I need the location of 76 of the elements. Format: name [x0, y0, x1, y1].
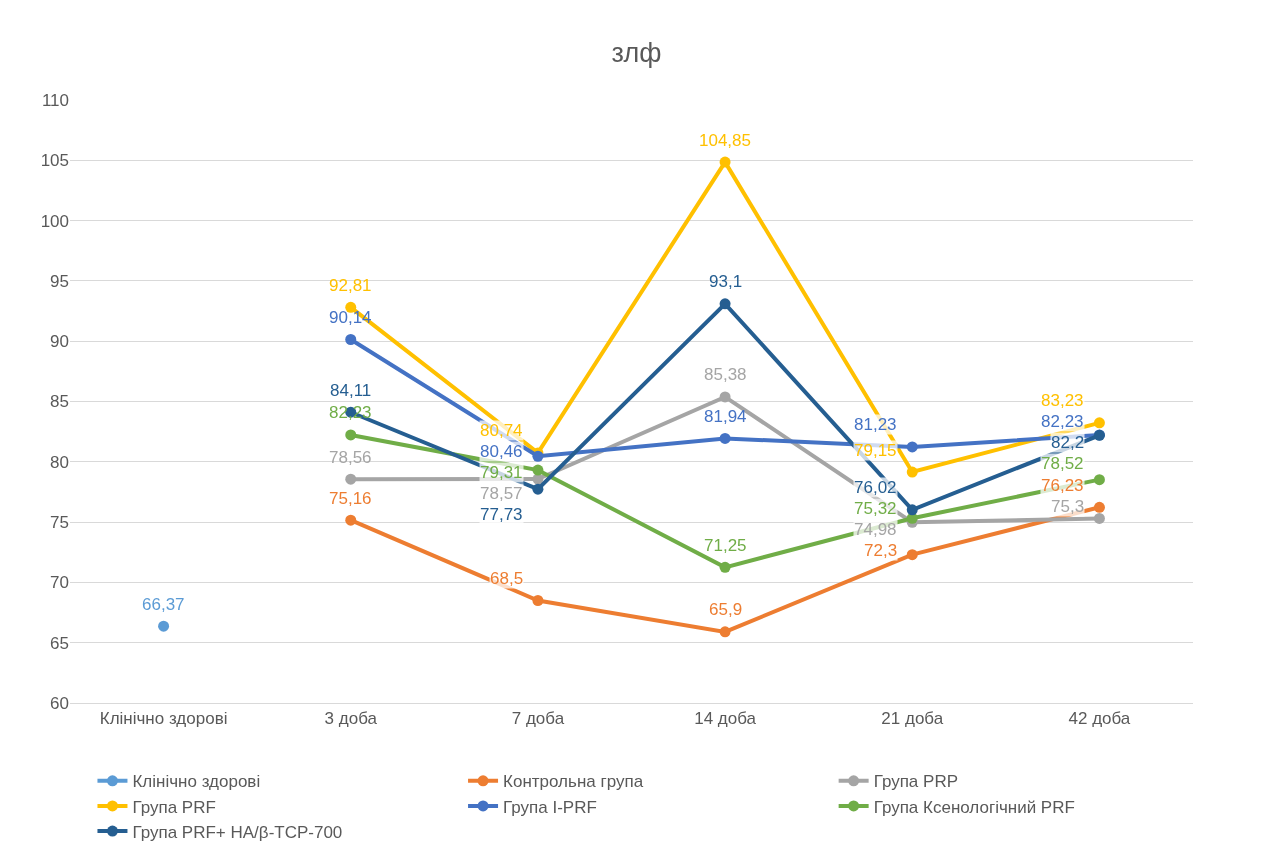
x-tick-label: 14 доба	[694, 709, 757, 729]
data-label: 92,81	[329, 276, 372, 295]
data-label: 76,23	[1041, 476, 1084, 495]
point	[906, 549, 918, 561]
point	[906, 441, 918, 453]
data-label: 75,32	[854, 499, 897, 518]
data-label: 85,38	[704, 365, 747, 384]
point	[532, 483, 544, 495]
data-label: 78,57	[480, 484, 523, 503]
y-tick-label: 80	[50, 452, 69, 472]
data-label: 104,85	[699, 131, 751, 150]
y-tick-label: 85	[50, 392, 69, 412]
x-tick-label: 7 доба	[511, 709, 565, 729]
y-tick-label: 70	[50, 573, 69, 593]
x-tick-label: 42 доба	[1068, 709, 1131, 729]
point	[345, 429, 357, 441]
point	[719, 391, 731, 403]
y-tick-label: 105	[40, 151, 69, 171]
data-label: 79,31	[480, 463, 523, 482]
point	[719, 561, 731, 573]
data-label: 71,25	[704, 536, 747, 555]
point	[719, 626, 731, 638]
y-tick-label: 60	[50, 693, 69, 713]
legend-label: Група PRF+ HA/β-TCP-700	[132, 822, 343, 842]
data-label: 79,15	[854, 441, 897, 460]
data-label: 84,11	[330, 381, 372, 400]
y-tick-label: 90	[50, 332, 69, 352]
point	[719, 298, 731, 310]
data-label: 81,94	[704, 407, 747, 426]
point	[1093, 512, 1105, 524]
data-label: 66,37	[142, 595, 185, 614]
point	[345, 334, 357, 346]
x-tick-label: 21 доба	[881, 709, 944, 729]
chart-title: злф	[611, 38, 662, 69]
data-label: 78,56	[329, 448, 372, 467]
point	[532, 594, 544, 606]
point	[532, 464, 544, 476]
y-tick-label: 100	[40, 211, 69, 231]
point	[345, 473, 357, 485]
data-label: 76,02	[854, 478, 897, 497]
data-label: 72,3	[864, 541, 898, 560]
y-tick-label: 95	[50, 271, 69, 291]
point	[906, 466, 918, 478]
data-label: 77,73	[480, 505, 523, 524]
legend-label: Група I-PRF	[503, 797, 597, 817]
data-label: 93,1	[709, 272, 743, 291]
point	[1093, 417, 1105, 429]
point	[1093, 501, 1105, 513]
data-label: 74,98	[854, 520, 897, 539]
point	[158, 620, 170, 632]
data-label: 80,74	[480, 421, 523, 440]
x-tick-label: 3 доба	[324, 709, 378, 729]
data-label: 78,52	[1041, 454, 1084, 473]
y-tick-label: 110	[41, 90, 69, 110]
point	[719, 432, 731, 444]
legend-label: Група PRF	[132, 797, 216, 817]
legend-label: Клінічно здорові	[132, 772, 261, 792]
data-label: 80,46	[480, 442, 523, 461]
x-tick-label: Клінічно здорові	[99, 709, 228, 729]
y-tick-label: 65	[50, 633, 69, 653]
data-label: 82,2	[1051, 433, 1085, 452]
data-label: 81,23	[854, 415, 897, 434]
legend-label: Контрольна група	[503, 772, 644, 792]
point	[719, 156, 731, 168]
point	[345, 514, 357, 526]
data-label: 83,23	[1041, 391, 1084, 410]
data-label: 68,5	[490, 569, 524, 588]
point	[1093, 474, 1105, 486]
data-label: 65,9	[709, 600, 743, 619]
data-label: 75,16	[329, 489, 372, 508]
point	[906, 504, 918, 516]
y-tick-label: 75	[50, 513, 69, 533]
data-label: 75,3	[1051, 497, 1085, 516]
legend-label: Група PRP	[873, 772, 958, 792]
legend-label: Група Ксенологічний PRF	[873, 797, 1075, 817]
data-label: 82,23	[1041, 412, 1084, 431]
